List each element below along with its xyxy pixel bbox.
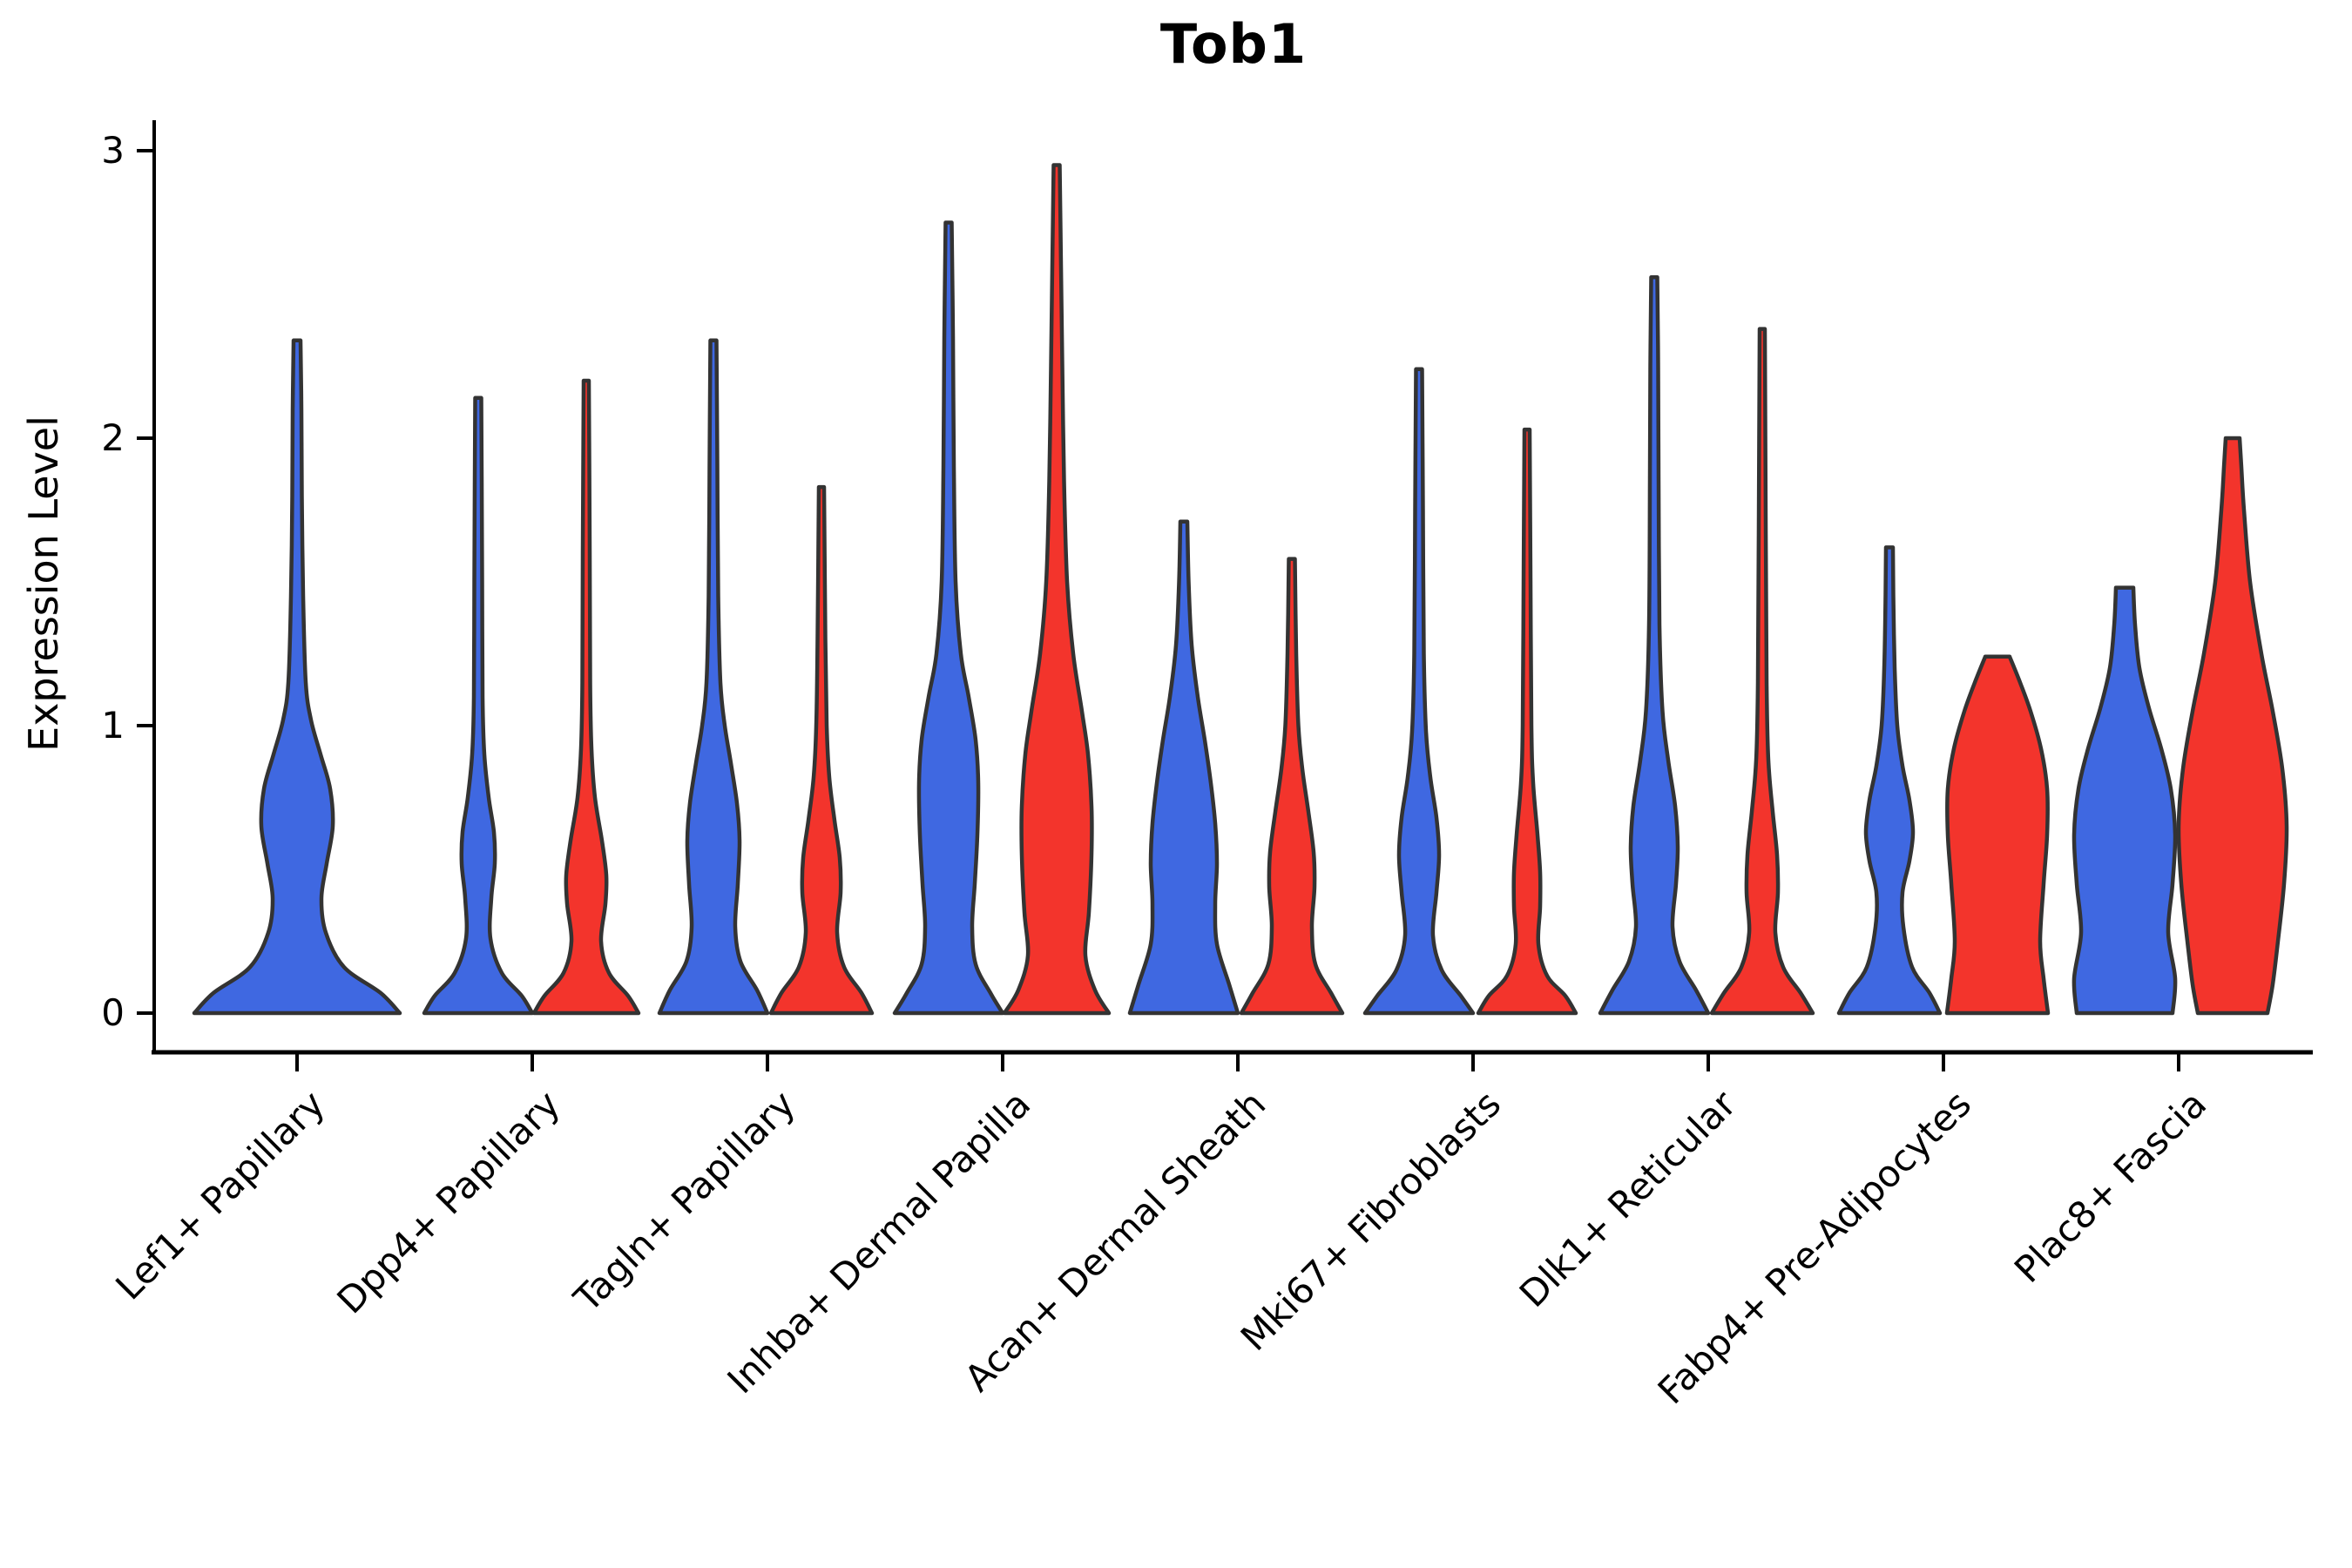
y-axis-label: Expression Level <box>20 416 67 752</box>
violin-mki67-fibroblasts-red <box>1476 427 1578 1016</box>
y-tick-label-2: 2 <box>101 416 125 459</box>
violin-tagln-papillary-red <box>768 484 875 1016</box>
y-tick-label-0: 0 <box>101 991 125 1034</box>
violin-lef1-papillary-blue <box>192 338 402 1016</box>
violin-fabp4-pre-adipocytes-red <box>1944 654 2051 1016</box>
violin-dlk1-reticular-red <box>1709 327 1815 1016</box>
violin-acan-dermal-sheath-red <box>1239 557 1345 1016</box>
violin-dpp4-papillary-blue <box>422 395 535 1016</box>
violin-plac8-fascia-blue <box>2072 585 2178 1016</box>
violin-dpp4-papillary-red <box>531 378 641 1016</box>
violin-inhba-dermal-papilla-red <box>1002 163 1112 1016</box>
violin-dlk1-reticular-blue <box>1598 274 1711 1016</box>
violin-plac8-fascia-red <box>2176 436 2289 1016</box>
y-tick-label-1: 1 <box>101 704 125 747</box>
violin-fabp4-pre-adipocytes-blue <box>1836 545 1943 1016</box>
violin-mki67-fibroblasts-blue <box>1362 367 1476 1016</box>
violin-inhba-dermal-papilla-blue <box>892 220 1005 1016</box>
violin-acan-dermal-sheath-blue <box>1127 519 1240 1016</box>
chart-title: Tob1 <box>1159 12 1308 76</box>
violin-tagln-papillary-blue <box>657 338 770 1016</box>
y-tick-label-3: 3 <box>101 129 125 172</box>
